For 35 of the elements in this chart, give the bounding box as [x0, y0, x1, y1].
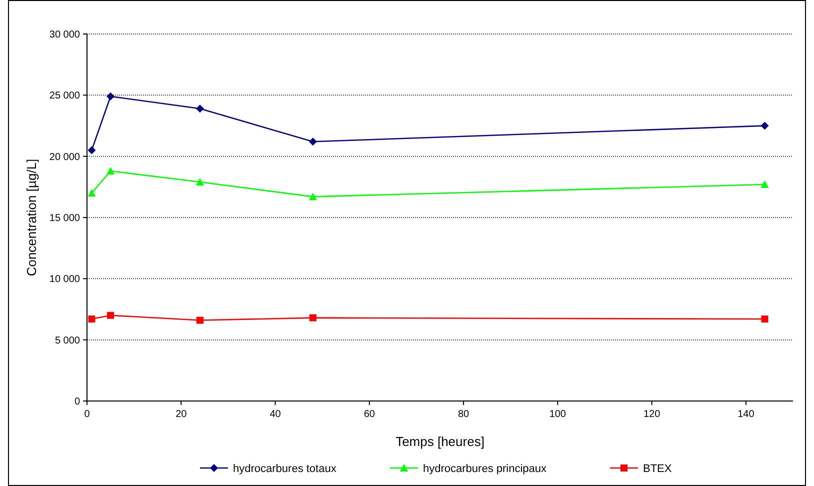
point [196, 178, 204, 186]
x-tick-label: 40 [270, 409, 282, 420]
legend-label: hydrocarbures principaux [423, 463, 548, 475]
x-tick-label: 140 [738, 409, 755, 420]
point [88, 189, 96, 197]
point [107, 312, 114, 319]
point [106, 92, 115, 100]
x-tick-label: 20 [176, 409, 188, 420]
y-tick-label: 25 000 [49, 90, 80, 102]
point [308, 192, 317, 200]
x-tick-label: 100 [549, 409, 566, 420]
point [309, 314, 316, 322]
x-axis-title: Temps [heures] [396, 434, 484, 449]
x-tick-label: 0 [84, 409, 90, 420]
legend-label: hydrocarbures totaux [233, 463, 337, 475]
y-tick-label: 10 000 [49, 274, 80, 286]
x-tick-label: 60 [364, 409, 376, 420]
point [308, 138, 317, 146]
point [88, 316, 96, 323]
y-tick-label: 0 [74, 396, 80, 408]
point [196, 316, 204, 324]
point [106, 167, 115, 175]
point [196, 104, 204, 113]
x-tick-label: 120 [643, 409, 661, 420]
legend-label: BTEX [643, 463, 672, 475]
y-axis-title: Concentration [µg/L] [24, 158, 39, 276]
point [761, 316, 768, 323]
y-tick-label: 20 000 [49, 152, 80, 163]
point [760, 122, 769, 130]
y-tick-label: 30 000 [49, 30, 80, 40]
point [760, 180, 769, 188]
y-tick-label: 5 000 [54, 335, 80, 346]
x-tick-label: 80 [458, 409, 470, 420]
point [88, 146, 96, 154]
y-tick-label: 15 000 [49, 213, 80, 224]
